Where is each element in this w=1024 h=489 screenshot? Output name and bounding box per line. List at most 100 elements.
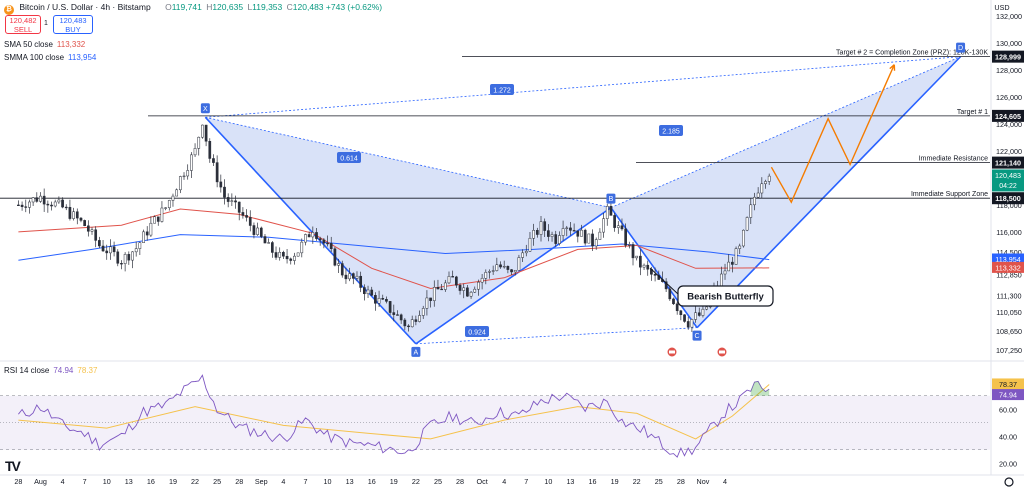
level-price-tag-1 bbox=[992, 50, 1024, 63]
candle-body bbox=[300, 241, 304, 254]
us-flag-stripe bbox=[669, 350, 675, 354]
candle-body bbox=[120, 263, 123, 265]
candle-body bbox=[679, 310, 683, 316]
candle-body bbox=[344, 274, 348, 280]
candle-body bbox=[178, 176, 182, 191]
candle-body bbox=[734, 248, 738, 265]
sell-price: 120,482 bbox=[9, 16, 37, 25]
candle-body bbox=[208, 141, 212, 159]
candle-body bbox=[366, 289, 370, 295]
candle-body bbox=[39, 195, 42, 202]
candle-body bbox=[359, 275, 363, 288]
candle-body bbox=[535, 230, 539, 235]
candle-body bbox=[145, 231, 149, 236]
candle-body bbox=[370, 289, 374, 296]
candle-body bbox=[381, 298, 385, 300]
price-axis-tick: 112,850 bbox=[996, 270, 1021, 279]
candle-body bbox=[35, 197, 39, 202]
candle-body bbox=[477, 281, 480, 290]
candle-body bbox=[517, 257, 521, 271]
candle-body bbox=[307, 234, 311, 238]
candle-body bbox=[738, 245, 742, 249]
candle-body bbox=[731, 261, 734, 265]
candle-body bbox=[230, 200, 234, 202]
candle-body bbox=[112, 246, 116, 253]
candle-body bbox=[64, 206, 68, 209]
buy-price: 120,483 bbox=[59, 16, 87, 25]
candle-body bbox=[764, 181, 767, 185]
candle-body bbox=[543, 221, 547, 231]
candle-body bbox=[528, 237, 532, 252]
sma50-legend[interactable]: SMA 50 close 113,332 bbox=[4, 40, 85, 49]
candle-body bbox=[668, 288, 672, 300]
price-tag-text-2: 113,954 bbox=[995, 255, 1020, 264]
ratio-label-3: 2.185 bbox=[662, 129, 680, 136]
candle-body bbox=[226, 197, 230, 202]
candle-body bbox=[377, 298, 381, 304]
candle-body bbox=[639, 255, 642, 268]
candle-body bbox=[624, 228, 628, 246]
candle-body bbox=[602, 218, 605, 233]
level-price-tag-2 bbox=[992, 109, 1024, 122]
candle-body bbox=[215, 162, 219, 183]
smma100-legend[interactable]: SMMA 100 close 113,954 bbox=[4, 53, 96, 62]
candle-body bbox=[79, 217, 83, 221]
rsi-legend[interactable]: RSI 14 close 74.94 78.37 bbox=[4, 366, 97, 375]
sell-button[interactable]: 120,482 SELL bbox=[5, 15, 41, 34]
settings-gear-icon[interactable] bbox=[1004, 477, 1014, 487]
time-axis-tick: 28 bbox=[14, 477, 22, 486]
candle-body bbox=[760, 183, 764, 194]
tradingview-logo-icon[interactable]: TV bbox=[5, 458, 21, 474]
candle-body bbox=[583, 229, 587, 244]
time-axis-tick: 19 bbox=[390, 477, 398, 486]
candle-body bbox=[101, 245, 105, 252]
candle-body bbox=[197, 136, 201, 149]
pattern-leg-xa bbox=[204, 116, 417, 345]
candle-body bbox=[701, 308, 705, 316]
candle-body bbox=[399, 314, 403, 321]
sma50-value: 113,332 bbox=[56, 40, 86, 49]
candle-body bbox=[175, 189, 179, 197]
pattern-point-label-b: B bbox=[609, 196, 614, 203]
candle-body bbox=[392, 312, 396, 315]
candle-body bbox=[723, 270, 727, 275]
price-axis-tick: 107,250 bbox=[996, 346, 1022, 355]
time-axis-tick: 16 bbox=[589, 477, 597, 486]
candle-body bbox=[594, 239, 598, 247]
candle-body bbox=[237, 201, 241, 213]
time-axis-tick: Aug bbox=[34, 477, 47, 486]
candle-body bbox=[17, 204, 20, 206]
candle-body bbox=[550, 234, 554, 237]
time-axis-tick: 4 bbox=[281, 477, 285, 486]
candle-body bbox=[690, 319, 694, 328]
time-axis-tick: 7 bbox=[303, 477, 307, 486]
candle-body bbox=[138, 242, 142, 249]
candle-body bbox=[462, 287, 466, 291]
candle-body bbox=[86, 225, 90, 232]
candle-body bbox=[473, 288, 477, 293]
price-axis-tick: 128,000 bbox=[996, 66, 1022, 75]
candle-body bbox=[672, 298, 675, 305]
pattern-leg-cd bbox=[696, 56, 962, 329]
candle-body bbox=[727, 261, 731, 272]
candle-body bbox=[259, 227, 263, 237]
candle-body bbox=[109, 246, 112, 254]
candle-body bbox=[160, 207, 164, 222]
candle-body bbox=[675, 303, 679, 312]
candle-body bbox=[31, 197, 35, 203]
buy-button[interactable]: 120,483 BUY bbox=[53, 15, 93, 34]
price-axis-tick: 122,000 bbox=[996, 147, 1022, 156]
time-axis-tick: 10 bbox=[324, 477, 332, 486]
sma50-label: SMA 50 close bbox=[4, 40, 53, 49]
candle-body bbox=[447, 276, 451, 284]
ohlc-high: H120,635 bbox=[206, 2, 244, 12]
rsi-axis-tick: 60.00 bbox=[999, 405, 1017, 414]
candle-body bbox=[576, 230, 580, 237]
ohlc-close: C120,483 bbox=[286, 2, 324, 12]
price-axis-tick: 111,300 bbox=[997, 291, 1022, 300]
us-flag-stripe bbox=[719, 350, 725, 354]
candle-body bbox=[50, 204, 53, 207]
candle-body bbox=[256, 227, 259, 235]
time-axis-tick: 13 bbox=[346, 477, 354, 486]
